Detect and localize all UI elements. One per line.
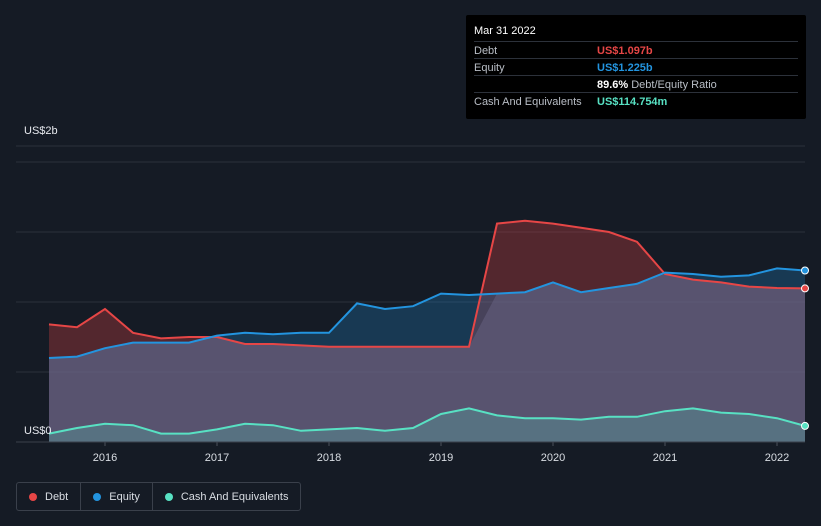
marker-equity[interactable]	[801, 266, 809, 275]
legend-item-equity[interactable]: Equity	[81, 483, 153, 510]
tooltip-ratio-value: 89.6%	[597, 79, 629, 91]
y-axis-min-label: US$0	[24, 425, 52, 437]
x-tick-label: 2019	[429, 452, 453, 464]
line-debt	[48, 219, 806, 348]
series-lines	[48, 219, 806, 435]
tooltip-row-debt: Debt US$1.097b	[474, 41, 798, 59]
tooltip-row-equity: Equity US$1.225b	[474, 58, 798, 76]
tooltip-date: Mar 31 2022	[474, 25, 536, 37]
data-tooltip: Mar 31 2022 Debt US$1.097b Equity US$1.2…	[466, 15, 806, 119]
tooltip-ratio-label: Debt/Equity Ratio	[631, 79, 717, 91]
x-axis-ticks: 2016 2017 2018 2019 2020 2021 2022	[16, 441, 805, 464]
x-tick-label: 2016	[93, 452, 117, 464]
tooltip-cash-value: US$114.754m	[597, 96, 668, 108]
x-tick-label: 2017	[205, 452, 229, 464]
legend-label-cash: Cash And Equivalents	[180, 490, 289, 503]
x-tick-label: 2022	[765, 452, 789, 464]
line-equity	[48, 267, 806, 359]
chart-legend: Debt Equity Cash And Equivalents	[16, 482, 302, 511]
line-cash-and-equivalents	[48, 407, 806, 435]
x-tick-label: 2020	[541, 452, 565, 464]
legend-item-cash[interactable]: Cash And Equivalents	[153, 483, 301, 510]
tooltip-debt-label: Debt	[474, 45, 498, 57]
tooltip-cash-label: Cash And Equivalents	[474, 96, 582, 108]
overlap-area	[49, 274, 805, 442]
marker-debt[interactable]	[801, 284, 809, 293]
tooltip-row-cash: Cash And Equivalents US$114.754m	[474, 92, 798, 110]
y-axis-max-label: US$2b	[24, 125, 58, 137]
x-tick-label: 2021	[653, 452, 677, 464]
legend-dot-cash	[164, 492, 173, 501]
legend-dot-debt	[29, 492, 37, 501]
legend-label-equity: Equity	[109, 490, 140, 503]
tooltip-debt-value: US$1.097b	[597, 45, 653, 57]
tooltip-ratio-line: 89.6% Debt/Equity Ratio	[597, 79, 717, 91]
x-tick-label: 2018	[317, 452, 341, 464]
marker-cash-and-equivalents[interactable]	[801, 421, 809, 430]
legend-label-debt: Debt	[45, 490, 69, 503]
area-equity	[49, 268, 805, 442]
tooltip-row-ratio: 89.6% Debt/Equity Ratio	[474, 75, 798, 93]
legend-item-debt[interactable]: Debt	[17, 483, 82, 510]
legend-dot-equity	[93, 492, 102, 501]
tooltip-equity-value: US$1.225b	[597, 62, 653, 74]
area-debt	[49, 220, 805, 442]
tooltip-equity-label: Equity	[474, 62, 505, 74]
end-markers[interactable]	[801, 266, 809, 430]
